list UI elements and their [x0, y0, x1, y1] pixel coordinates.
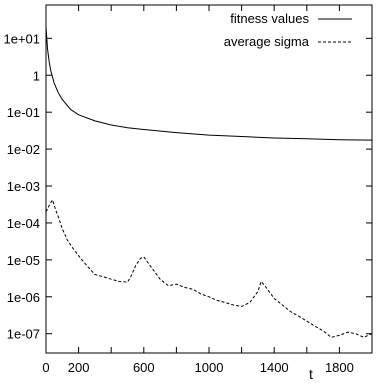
- x-tick-label: 1400: [260, 360, 289, 375]
- y-tick-label: 1e-05: [7, 253, 40, 268]
- x-axis-label: t: [309, 366, 313, 382]
- x-tick-label: 0: [42, 360, 49, 375]
- x-tick-label: 200: [68, 360, 90, 375]
- series-lines: [45, 27, 373, 338]
- y-tick-label: 1e-01: [7, 105, 40, 120]
- y-tick-label: 1: [33, 68, 40, 83]
- y-tick-label: 1e+01: [3, 31, 40, 46]
- legend-label-fitness-values: fitness values: [230, 11, 309, 26]
- y-tick-label: 1e-07: [7, 327, 40, 342]
- y-tick-label: 1e-06: [7, 290, 40, 305]
- axis-ticks: 0 200 600 1000 1400 1800 1e+01 1 1e-01 1e-02 1e-03…: [3, 5, 372, 375]
- x-tick-label: 1800: [325, 360, 354, 375]
- legend: fitness values average sigma: [224, 11, 352, 49]
- y-tick-label: 1e-02: [7, 142, 40, 157]
- y-tick-label: 1e-04: [7, 216, 40, 231]
- legend-label-average-sigma: average sigma: [224, 34, 310, 49]
- x-tick-label: 1000: [195, 360, 224, 375]
- series-line-fitness-values: [45, 27, 373, 141]
- series-line-average-sigma: [45, 199, 373, 338]
- x-tick-label: 600: [133, 360, 155, 375]
- y-tick-label: 1e-03: [7, 179, 40, 194]
- plot-frame: [45, 4, 373, 354]
